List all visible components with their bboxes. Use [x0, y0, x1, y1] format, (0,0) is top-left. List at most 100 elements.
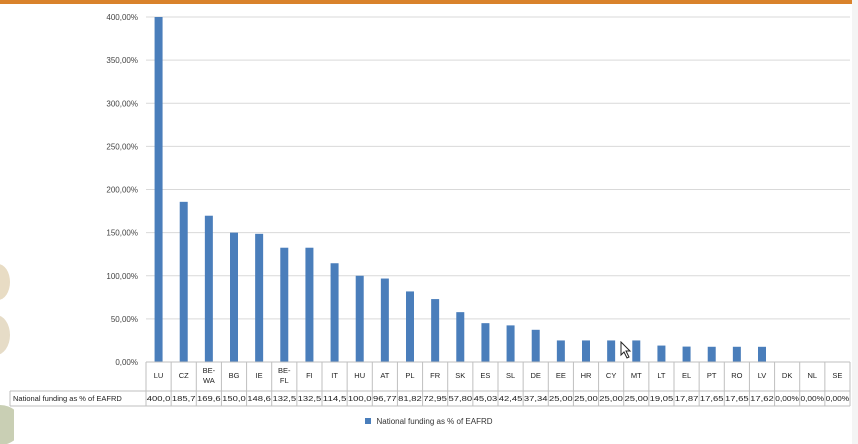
- top-accent-bar: [0, 0, 858, 4]
- category-label: FR: [430, 371, 441, 380]
- bar-de: [531, 329, 540, 362]
- bar-lt: [657, 345, 666, 362]
- bar-hr: [582, 340, 590, 362]
- category-label: PL: [405, 371, 414, 380]
- y-tick-label: 250,00%: [106, 142, 138, 151]
- bar-lu: [154, 17, 163, 362]
- data-table: National funding as % of EAFRD LU 400,0 CZ 1…: [9, 361, 851, 407]
- gridlines: [146, 16, 850, 363]
- table-value: 25,00: [599, 394, 623, 403]
- bar-ie: [255, 233, 264, 362]
- table-value: 45,03: [474, 394, 498, 403]
- table-value: 169,6: [197, 394, 221, 403]
- table-value: 132,5: [298, 394, 322, 403]
- category-label: LU: [154, 371, 164, 380]
- table-value: 57,80: [448, 394, 472, 403]
- legend: National funding as % of EAFRD: [0, 414, 858, 428]
- table-value: 25,00: [549, 394, 573, 403]
- bar-lv: [758, 346, 766, 362]
- bar-ee: [556, 340, 565, 362]
- category-label: SL: [506, 371, 515, 380]
- table-value: 25,00: [624, 394, 648, 403]
- category-label: DK: [782, 371, 792, 380]
- y-tick-label: 200,00%: [106, 186, 138, 195]
- table-value: 0,00%: [826, 394, 850, 403]
- category-label: IT: [331, 371, 338, 380]
- table-value: 185,7: [172, 394, 196, 403]
- y-tick-label: 400,00%: [106, 13, 138, 22]
- bar-el: [682, 346, 691, 362]
- category-label: ES: [480, 371, 490, 380]
- bar-cz: [179, 201, 188, 362]
- category-label: EL: [682, 371, 691, 380]
- bar-mt: [632, 340, 641, 362]
- y-tick-label: 350,00%: [106, 56, 138, 65]
- category-label: CZ: [179, 371, 189, 380]
- y-tick-label: 50,00%: [111, 315, 138, 324]
- table-value: 150,0: [222, 394, 246, 403]
- category-label: SE: [832, 371, 842, 380]
- table-value: 96,77: [373, 394, 397, 403]
- table-value: 37,34: [524, 394, 548, 403]
- left-decoration: [0, 0, 14, 444]
- category-label: NL: [807, 371, 817, 380]
- table-value: 400,0: [147, 394, 171, 403]
- table-value: 114,5: [323, 394, 347, 403]
- category-label: IE: [256, 371, 263, 380]
- category-label: HU: [354, 371, 365, 380]
- table-value: 132,5: [272, 394, 296, 403]
- right-edge-panel: [852, 0, 858, 444]
- bar-es: [481, 323, 490, 362]
- category-label: PT: [707, 371, 717, 380]
- y-tick-label: 300,00%: [106, 99, 138, 108]
- category-label: AT: [380, 371, 389, 380]
- bar-at: [380, 278, 389, 362]
- mouse-cursor-icon: [620, 341, 632, 359]
- table-value: 100,0: [348, 394, 372, 403]
- bar-fi: [305, 247, 314, 362]
- category-label: FI: [306, 371, 313, 380]
- legend-label: National funding as % of EAFRD: [376, 416, 493, 426]
- category-label: LV: [758, 371, 767, 380]
- y-axis-ticks: 0,00% 50,00% 100,00% 150,00% 200,00% 250,00% 3…: [106, 13, 138, 367]
- table-value: 17,62: [750, 394, 774, 403]
- category-label: BE-FL: [278, 366, 291, 385]
- category-label: LT: [657, 371, 666, 380]
- table-value: 0,00%: [775, 394, 799, 403]
- category-label: HR: [581, 371, 592, 380]
- bar-fr: [431, 299, 440, 362]
- category-label: CY: [606, 371, 616, 380]
- bar-pl: [406, 291, 414, 362]
- y-tick-label: 100,00%: [106, 272, 138, 281]
- bar-sl: [506, 325, 515, 362]
- bar-sk: [456, 312, 465, 362]
- bar-pt: [707, 346, 716, 362]
- bar-it: [330, 263, 339, 362]
- table-value: 19,05: [650, 394, 674, 403]
- table-value: 148,6: [247, 394, 271, 403]
- legend-swatch: [365, 418, 372, 424]
- table-row-label: National funding as % of EAFRD: [13, 394, 122, 403]
- table-value: 81,82: [398, 394, 422, 403]
- bar-be-fl: [280, 247, 289, 362]
- category-label: MT: [631, 371, 642, 380]
- bar-bg: [230, 232, 238, 362]
- bar-hu: [355, 275, 364, 362]
- table-value: 17,65: [725, 394, 749, 403]
- y-tick-label: 150,00%: [106, 229, 138, 238]
- table-value: 25,00: [574, 394, 598, 403]
- table-value: 42,45: [499, 394, 523, 403]
- table-value: 17,87: [675, 394, 699, 403]
- category-label: DE: [531, 371, 541, 380]
- table-value: 72,95: [423, 394, 447, 403]
- bar-be-wa: [204, 215, 213, 362]
- category-label: RO: [731, 371, 742, 380]
- category-label: BE-WA: [203, 366, 216, 385]
- bar-ro: [732, 346, 741, 362]
- category-label: EE: [556, 371, 566, 380]
- y-tick-label: 0,00%: [115, 358, 138, 367]
- category-label: SK: [455, 371, 465, 380]
- category-label: BG: [229, 371, 240, 380]
- table-value: 17,65: [700, 394, 724, 403]
